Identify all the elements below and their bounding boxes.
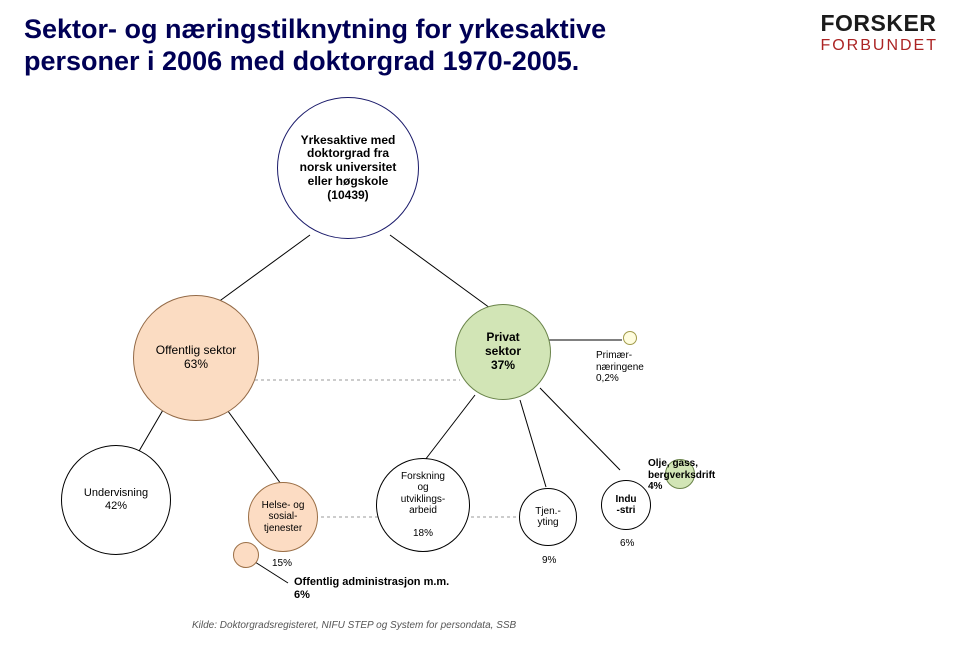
- label-industri-pct: 6%: [620, 538, 634, 550]
- node-root: Yrkesaktive meddoktorgrad franorsk unive…: [277, 97, 419, 239]
- label-olje-gass: Olje, gass,bergverksdrift4%: [648, 458, 715, 493]
- label-tjenyting-pct: 9%: [542, 555, 556, 567]
- bubble-diagram: Yrkesaktive meddoktorgrad franorsk unive…: [0, 0, 960, 650]
- node-industri: Indu-stri: [601, 480, 651, 530]
- label-helse-pct: 15%: [272, 558, 292, 570]
- node-undervisning-label: Undervisning42%: [84, 487, 148, 512]
- node-industri-label: Indu-stri: [615, 494, 636, 517]
- node-forskning-label: Forskningogutviklings-arbeid 18%: [401, 471, 445, 540]
- node-helse-label: Helse- ogsosial-tjenester: [262, 500, 305, 535]
- source-citation: Kilde: Doktorgradsregisteret, NIFU STEP …: [192, 620, 516, 631]
- node-privat-sektor: Privatsektor37%: [455, 304, 551, 400]
- node-offentlig-label: Offentlig sektor63%: [156, 344, 236, 372]
- node-helse-sosial: Helse- ogsosial-tjenester: [248, 482, 318, 552]
- node-forskning: Forskningogutviklings-arbeid 18%: [376, 458, 470, 552]
- node-root-label: Yrkesaktive meddoktorgrad franorsk unive…: [300, 134, 397, 203]
- node-offentlig-administrasjon: [233, 542, 259, 568]
- label-offentlig-administrasjon: Offentlig administrasjon m.m.6%: [294, 576, 449, 601]
- node-undervisning: Undervisning42%: [61, 445, 171, 555]
- label-primarnaringene: Primær-næringene0,2%: [596, 350, 644, 385]
- node-privat-label: Privatsektor37%: [485, 331, 521, 372]
- node-offentlig-sektor: Offentlig sektor63%: [133, 295, 259, 421]
- node-primarnaringene: [623, 331, 637, 345]
- node-tjenesteyting: Tjen.-yting: [519, 488, 577, 546]
- node-tjenyting-label: Tjen.-yting: [535, 506, 561, 529]
